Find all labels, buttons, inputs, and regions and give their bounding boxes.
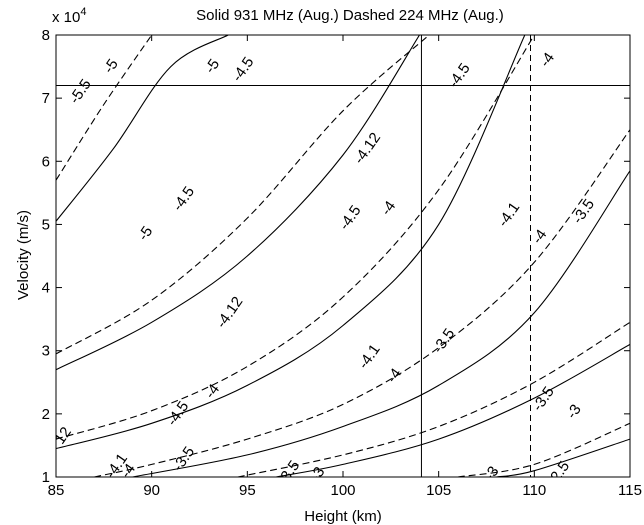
contour-label-29: -2.5 bbox=[544, 458, 573, 489]
contour-label-9: -4.5 bbox=[336, 202, 365, 233]
contour-label-10: -4 bbox=[378, 198, 400, 219]
contour-label-12: -4 bbox=[529, 226, 551, 247]
x-tick-label-0: 85 bbox=[48, 482, 65, 499]
contour-line-solid-4 bbox=[275, 343, 630, 477]
contour-line-solid-3 bbox=[132, 170, 630, 477]
contour-line-dashed-10 bbox=[237, 321, 630, 477]
y-tick-label-1: 2 bbox=[42, 406, 50, 423]
y-tick-label-5: 6 bbox=[42, 153, 50, 170]
contour-label-4: -4.5 bbox=[445, 60, 474, 91]
y-exponent-label: x 104 bbox=[52, 6, 86, 26]
y-axis-label: Velocity (m/s) bbox=[15, 210, 32, 300]
contour-label-24: -3.5 bbox=[275, 457, 304, 488]
contour-label-18: -4 bbox=[383, 365, 405, 386]
contour-line-solid-1 bbox=[56, 35, 420, 371]
contour-label-13: -3.5 bbox=[569, 196, 598, 227]
y-tick-label-6: 7 bbox=[42, 90, 50, 107]
contour-label-0: -5.5 bbox=[66, 76, 95, 107]
contour-line-dashed-11 bbox=[457, 422, 630, 477]
y-tick-label-3: 4 bbox=[42, 280, 50, 297]
y-tick-label-4: 5 bbox=[42, 216, 50, 233]
x-tick-label-5: 110 bbox=[522, 482, 546, 499]
x-tick-label-1: 90 bbox=[143, 482, 160, 499]
contour-label-8: -4.5 bbox=[169, 183, 198, 214]
chart-title: Solid 931 MHz (Aug.) Dashed 224 MHz (Aug… bbox=[196, 7, 504, 24]
y-tick-label-2: 3 bbox=[42, 343, 50, 360]
x-tick-label-2: 95 bbox=[239, 482, 256, 499]
contour-label-28: -3 bbox=[481, 463, 503, 484]
contour-label-27: -3 bbox=[563, 401, 585, 422]
contour-label-14: -4.12 bbox=[213, 294, 247, 332]
contour-label-16: -4 bbox=[202, 381, 224, 402]
contour-line-solid-2 bbox=[56, 35, 526, 450]
contour-line-dashed-8 bbox=[56, 35, 535, 440]
contour-line-solid-5 bbox=[496, 438, 630, 477]
contour-label-3: -4.5 bbox=[229, 54, 258, 85]
plot-area: -5.5-5 -5 -4.5 -4.5-4-4.12-5-4.5-4.5 -4 -4.1-… bbox=[42, 27, 642, 499]
contour-label-25: -3 bbox=[307, 464, 329, 485]
plot-clip-group: -5.5-5 -5 -4.5 -4.5-4-4.12-5-4.5-4.5 -4 -4.1-… bbox=[51, 35, 630, 489]
contour-label-2: -5 bbox=[202, 56, 224, 77]
y-exponent-base: x 10 bbox=[52, 9, 80, 26]
contour-label-15: -4.5 bbox=[164, 398, 193, 429]
y-tick-label-7: 8 bbox=[42, 27, 50, 44]
x-axis-label: Height (km) bbox=[304, 508, 382, 525]
contour-line-dashed-7 bbox=[56, 35, 430, 355]
contour-label-5: -4 bbox=[536, 50, 558, 71]
contour-label-20: 12 bbox=[51, 424, 74, 447]
contour-line-solid-0 bbox=[56, 35, 229, 222]
y-exponent-power: 4 bbox=[80, 6, 86, 18]
x-tick-label-6: 115 bbox=[618, 482, 642, 499]
contour-line-dashed-6 bbox=[56, 35, 153, 181]
contour-label-1: -5 bbox=[100, 56, 122, 77]
x-tick-label-4: 105 bbox=[426, 482, 451, 499]
y-tick-label-0: 1 bbox=[42, 469, 50, 486]
x-tick-label-3: 100 bbox=[330, 482, 355, 499]
contour-label-11: -4.1 bbox=[495, 199, 524, 230]
contour-label-6: -4.12 bbox=[351, 130, 385, 168]
contour-label-7: -5 bbox=[135, 223, 157, 244]
contour-label-17: -4.1 bbox=[355, 341, 384, 372]
